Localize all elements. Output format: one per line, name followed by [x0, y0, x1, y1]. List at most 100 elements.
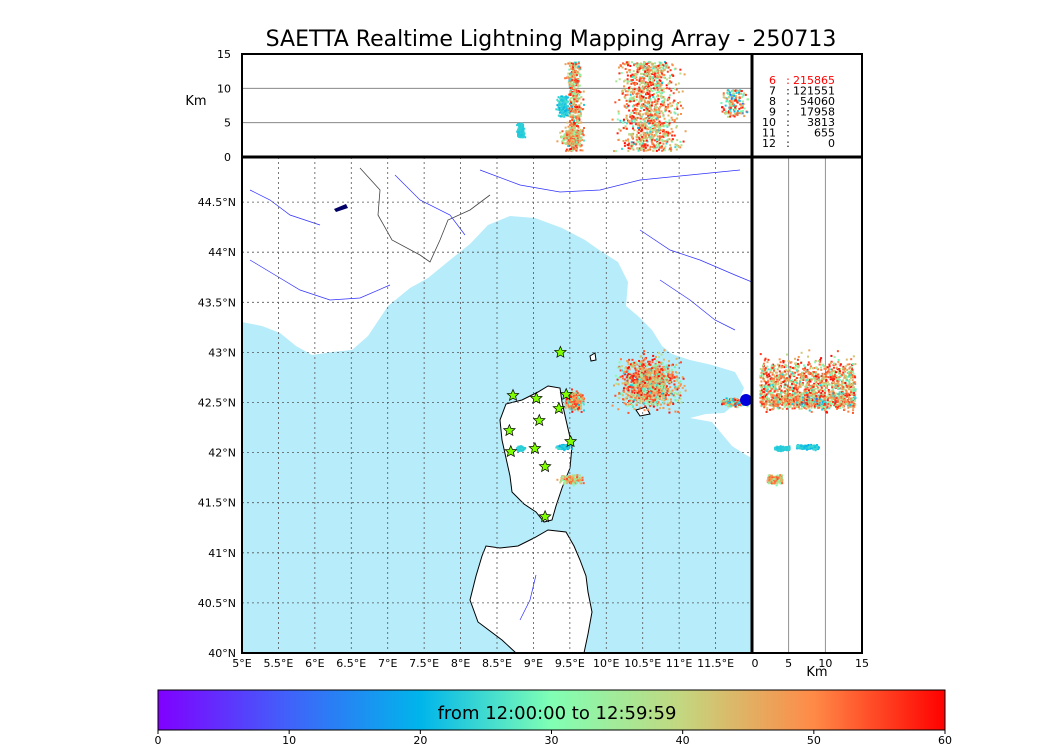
lightning-source: [796, 395, 799, 398]
lightning-source: [738, 89, 741, 92]
lightning-source: [637, 131, 640, 134]
lightning-source: [622, 139, 625, 142]
lightning-source: [652, 135, 655, 138]
lightning-source: [571, 71, 574, 74]
lightning-source: [658, 132, 661, 135]
lightning-source: [720, 102, 723, 105]
lightning-source: [643, 149, 646, 152]
lightning-source: [658, 109, 661, 112]
lightning-source: [648, 147, 651, 150]
lightning-source: [722, 400, 725, 403]
lightning-source: [640, 381, 643, 384]
lightning-source: [650, 76, 653, 79]
lightning-source: [639, 361, 642, 364]
lightning-source: [649, 375, 652, 378]
lightning-source: [570, 146, 573, 149]
lightning-source: [647, 387, 650, 390]
lightning-source: [618, 392, 621, 395]
lightning-source: [651, 81, 654, 84]
lightning-source: [854, 382, 857, 385]
lightning-source: [633, 379, 636, 382]
lightning-source: [647, 400, 650, 403]
lightning-source: [651, 124, 654, 127]
lightning-source: [577, 96, 580, 99]
lightning-source: [568, 102, 571, 105]
lightning-source: [652, 143, 655, 146]
lightning-source: [656, 129, 659, 132]
lightning-source: [649, 388, 652, 391]
lightning-source: [637, 376, 640, 379]
lightning-source: [561, 142, 564, 145]
lightning-source: [654, 67, 657, 70]
lightning-source: [641, 129, 644, 132]
lightning-source: [661, 72, 664, 75]
lightning-source: [572, 407, 575, 410]
lightning-source: [648, 69, 651, 72]
lightning-source: [576, 393, 579, 396]
lightning-source: [621, 394, 624, 397]
lightning-source: [644, 74, 647, 77]
lightning-source: [648, 362, 651, 365]
lightning-source: [661, 395, 664, 398]
lightning-source: [572, 86, 575, 89]
lightning-source: [776, 378, 779, 381]
lightning-source: [664, 375, 667, 378]
lightning-source: [804, 366, 807, 369]
lightning-source: [647, 383, 650, 386]
lightning-source: [572, 101, 575, 104]
lightning-source: [798, 379, 801, 382]
lightning-source: [669, 105, 672, 108]
lightning-source: [635, 135, 638, 138]
lightning-source: [657, 73, 660, 76]
lightning-source: [581, 395, 584, 398]
lightning-source: [573, 135, 576, 138]
lightning-source: [673, 376, 676, 379]
lightning-source: [772, 386, 775, 389]
lightning-source: [780, 382, 783, 385]
lightning-source: [577, 476, 580, 479]
lightning-source: [630, 82, 633, 85]
lightning-source: [820, 377, 823, 380]
lightning-source: [566, 404, 569, 407]
lightning-source: [627, 138, 630, 141]
lightning-source: [519, 127, 522, 130]
lightning-source: [778, 377, 781, 380]
lightning-source: [676, 386, 679, 389]
lightning-source: [728, 402, 731, 405]
lightning-source: [677, 410, 680, 413]
lightning-source: [648, 122, 651, 125]
lightning-source: [578, 477, 581, 480]
lightning-source: [655, 101, 658, 104]
lightning-source: [646, 112, 649, 115]
lightning-source: [652, 96, 655, 99]
lightning-source: [571, 66, 574, 69]
lightning-source: [570, 87, 573, 90]
lightning-source: [635, 403, 638, 406]
lightning-source: [652, 136, 655, 139]
lightning-source: [641, 63, 644, 66]
lightning-source: [519, 445, 522, 448]
lightning-source: [672, 92, 675, 95]
lightning-source: [638, 65, 641, 68]
lightning-source: [667, 105, 670, 108]
lightning-source: [649, 116, 652, 119]
lightning-source: [667, 360, 670, 363]
lightning-source: [628, 400, 631, 403]
lightning-source: [633, 84, 636, 87]
lightning-source: [569, 100, 572, 103]
lightning-source: [639, 95, 642, 98]
lightning-source: [840, 386, 843, 389]
lightning-source: [676, 372, 679, 375]
lightning-source: [633, 120, 636, 123]
lightning-source: [656, 135, 659, 138]
lightning-source: [641, 387, 644, 390]
lightning-source: [654, 105, 657, 108]
lightning-source: [655, 91, 658, 94]
lightning-source: [667, 374, 670, 377]
lightning-source: [655, 379, 658, 382]
lightning-source: [655, 376, 658, 379]
lightning-source: [668, 373, 671, 376]
lightning-source: [574, 474, 577, 477]
lightning-source: [569, 140, 572, 143]
lightning-source: [561, 99, 564, 102]
